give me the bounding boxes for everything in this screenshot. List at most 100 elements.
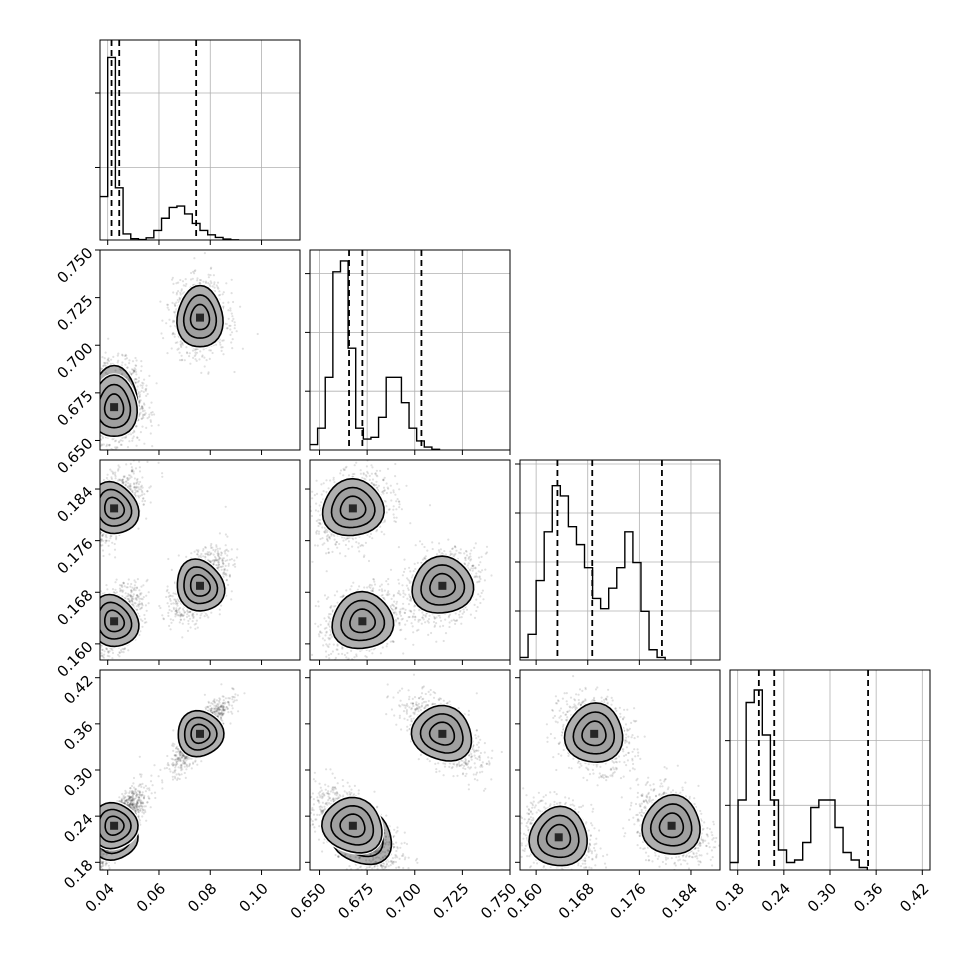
sample-point (121, 372, 124, 375)
sample-point (94, 431, 96, 433)
sample-point (131, 595, 135, 598)
sample-point (137, 603, 140, 606)
sample-point (153, 413, 156, 416)
sample-point (91, 526, 93, 528)
sample-point (140, 417, 143, 420)
sample-point (95, 606, 97, 608)
sample-point (138, 408, 142, 411)
sample-point (115, 452, 117, 454)
sample-point (89, 413, 91, 415)
sample-point (140, 597, 143, 601)
sample-point (97, 512, 99, 514)
sample-point (145, 580, 148, 583)
sample-point (222, 291, 225, 294)
sample-point (89, 616, 91, 618)
sample-point (91, 528, 93, 530)
sample-point (94, 412, 96, 414)
sample-point (86, 430, 88, 432)
sample-point (121, 439, 124, 442)
sample-point (201, 354, 204, 357)
sample-point (93, 532, 95, 534)
sample-point (90, 625, 92, 627)
density-core (110, 403, 119, 412)
sample-point (94, 431, 96, 433)
sample-point (126, 586, 129, 589)
sample-point (90, 376, 92, 378)
sample-point (123, 354, 127, 358)
sample-point (105, 665, 107, 667)
sample-point (80, 423, 82, 425)
sample-point (91, 388, 93, 390)
sample-point (175, 293, 178, 296)
sample-point (232, 317, 235, 320)
sample-point (80, 373, 82, 375)
sample-point (131, 586, 134, 589)
sample-point (85, 618, 87, 620)
sample-point (93, 513, 95, 515)
sample-point (147, 602, 150, 605)
sample-point (92, 413, 94, 415)
sample-point (185, 282, 188, 286)
sample-point (131, 597, 134, 601)
sample-point (92, 424, 94, 426)
sample-point (89, 385, 91, 387)
sample-point (145, 384, 148, 387)
sample-point (130, 590, 133, 593)
sample-point (209, 285, 212, 288)
sample-point (114, 439, 118, 442)
sample-point (166, 303, 169, 306)
sample-point (221, 293, 224, 296)
sample-point (95, 640, 97, 642)
sample-point (218, 290, 221, 293)
sample-point (127, 474, 131, 477)
sample-point (97, 637, 99, 639)
sample-point (150, 424, 153, 427)
sample-point (141, 415, 145, 418)
sample-point (94, 626, 96, 628)
sample-point (181, 292, 184, 295)
sample-point (95, 634, 97, 636)
sample-point (132, 597, 135, 601)
sample-point (97, 423, 99, 425)
sample-point (174, 341, 177, 344)
sample-point (207, 372, 210, 375)
sample-point (220, 346, 223, 349)
sample-point (91, 641, 93, 643)
sample-point (92, 377, 94, 379)
sample-point (88, 426, 90, 428)
sample-point (150, 411, 153, 414)
sample-point (138, 400, 141, 403)
sample-point (194, 358, 197, 361)
sample-point (140, 585, 143, 588)
sample-point (92, 377, 94, 379)
sample-point (231, 319, 234, 322)
sample-point (177, 281, 180, 284)
sample-point (126, 372, 129, 375)
sample-point (135, 608, 138, 611)
sample-point (96, 634, 98, 636)
sample-point (95, 622, 97, 624)
sample-point (201, 355, 204, 358)
sample-point (91, 387, 93, 389)
sample-point (140, 417, 144, 420)
sample-point (165, 322, 168, 325)
sample-point (131, 599, 134, 603)
sample-point (137, 483, 140, 486)
sample-point (135, 594, 139, 597)
sample-point (95, 436, 97, 438)
sample-point (93, 385, 95, 387)
sample-point (87, 424, 89, 426)
sample-point (81, 525, 83, 527)
sample-point (94, 614, 96, 616)
sample-point (172, 319, 175, 322)
sample-point (94, 634, 96, 636)
sample-point (134, 378, 137, 381)
sample-point (73, 520, 75, 522)
sample-point (169, 325, 172, 328)
sample-point (141, 598, 144, 601)
sample-point (213, 283, 216, 286)
contour-line (103, 393, 125, 420)
sample-point (95, 432, 97, 434)
sample-point (143, 413, 146, 416)
sample-point (160, 332, 163, 335)
